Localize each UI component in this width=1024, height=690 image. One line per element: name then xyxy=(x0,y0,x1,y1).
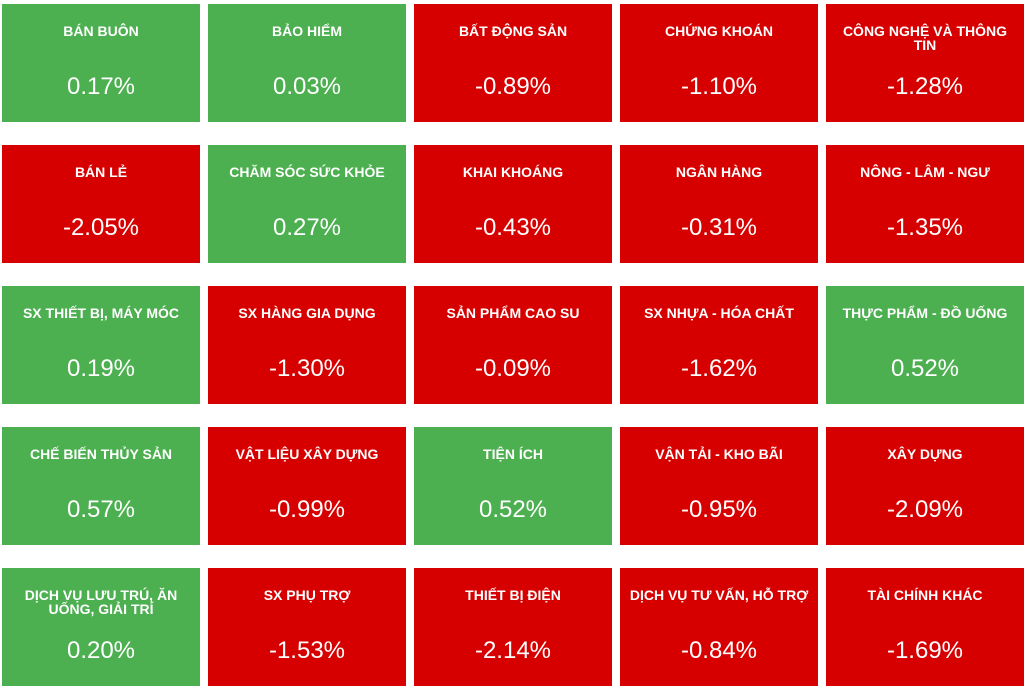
sector-label: BÁN BUÔN xyxy=(63,23,139,39)
sector-change: -1.62% xyxy=(680,355,758,382)
sector-tile[interactable]: BÁN LẺ -2.05% xyxy=(2,145,200,263)
sector-tile[interactable]: DỊCH VỤ LƯU TRÚ, ĂN UỐNG, GIẢI TRÍ 0.20% xyxy=(2,568,200,686)
sector-tile[interactable]: SX NHỰA - HÓA CHẤT -1.62% xyxy=(620,286,818,404)
sector-label: BẤT ĐỘNG SẢN xyxy=(458,23,568,39)
sector-label: NÔNG - LÂM - NGƯ xyxy=(860,164,990,180)
sector-change: 0.57% xyxy=(66,496,136,523)
sector-change: -0.99% xyxy=(268,496,346,523)
sector-label: NGÂN HÀNG xyxy=(675,164,763,180)
sector-tile[interactable]: KHAI KHOÁNG -0.43% xyxy=(414,145,612,263)
sector-label: CHẾ BIẾN THỦY SẢN xyxy=(29,446,173,462)
sector-tile[interactable]: TIỆN ÍCH 0.52% xyxy=(414,427,612,545)
sector-change: -2.09% xyxy=(886,496,964,523)
sector-label: CHỨNG KHOÁN xyxy=(664,23,774,39)
sector-label: THỰC PHẨM - ĐỒ UỐNG xyxy=(842,305,1008,321)
sector-label: DỊCH VỤ TƯ VẤN, HỖ TRỢ xyxy=(629,587,809,603)
sector-change: -0.84% xyxy=(680,637,758,664)
sector-tile[interactable]: CHẾ BIẾN THỦY SẢN 0.57% xyxy=(2,427,200,545)
sector-label: TIỆN ÍCH xyxy=(483,446,543,462)
sector-tile[interactable]: CHĂM SÓC SỨC KHỎE 0.27% xyxy=(208,145,406,263)
sector-change: 0.20% xyxy=(66,637,136,664)
sector-label: SẢN PHẨM CAO SU xyxy=(446,305,580,321)
sector-label: BẢO HIỂM xyxy=(272,23,342,39)
sector-tile[interactable]: SX HÀNG GIA DỤNG -1.30% xyxy=(208,286,406,404)
sector-label: THIẾT BỊ ĐIỆN xyxy=(465,587,561,603)
sector-change: 0.52% xyxy=(478,496,548,523)
sector-tile[interactable]: THIẾT BỊ ĐIỆN -2.14% xyxy=(414,568,612,686)
sector-change: -2.05% xyxy=(62,214,140,241)
sector-tile[interactable]: VẬT LIỆU XÂY DỰNG -0.99% xyxy=(208,427,406,545)
sector-change: -1.28% xyxy=(886,73,964,100)
sector-change: 0.52% xyxy=(890,355,960,382)
sector-tile[interactable]: CÔNG NGHỆ VÀ THÔNG TIN -1.28% xyxy=(826,4,1024,122)
sector-label: SX HÀNG GIA DỤNG xyxy=(238,305,376,321)
sector-change: 0.17% xyxy=(66,73,136,100)
sector-label: CÔNG NGHỆ VÀ THÔNG TIN xyxy=(842,23,1008,53)
sector-change: -1.30% xyxy=(268,355,346,382)
sector-label: VẬT LIỆU XÂY DỰNG xyxy=(235,446,379,462)
sector-tile[interactable]: NÔNG - LÂM - NGƯ -1.35% xyxy=(826,145,1024,263)
sector-tile[interactable]: SX PHỤ TRỢ -1.53% xyxy=(208,568,406,686)
sector-change: 0.27% xyxy=(272,214,342,241)
sector-change: -2.14% xyxy=(474,637,552,664)
sector-label: VẬN TẢI - KHO BÃI xyxy=(655,446,783,462)
sector-tile[interactable]: CHỨNG KHOÁN -1.10% xyxy=(620,4,818,122)
sector-change: -1.69% xyxy=(886,637,964,664)
sector-label: BÁN LẺ xyxy=(74,164,128,180)
sector-change: -0.31% xyxy=(680,214,758,241)
sector-tile[interactable]: TÀI CHÍNH KHÁC -1.69% xyxy=(826,568,1024,686)
sector-change: -1.10% xyxy=(680,73,758,100)
sector-label: CHĂM SÓC SỨC KHỎE xyxy=(229,164,385,180)
sector-label: XÂY DỰNG xyxy=(887,446,963,462)
sector-label: SX NHỰA - HÓA CHẤT xyxy=(644,305,794,321)
sector-change: -1.53% xyxy=(268,637,346,664)
sector-tile[interactable]: BẤT ĐỘNG SẢN -0.89% xyxy=(414,4,612,122)
sector-tile[interactable]: DỊCH VỤ TƯ VẤN, HỖ TRỢ -0.84% xyxy=(620,568,818,686)
sector-label: SX THIẾT BỊ, MÁY MÓC xyxy=(22,305,180,321)
sector-tile[interactable]: SẢN PHẨM CAO SU -0.09% xyxy=(414,286,612,404)
sector-tile[interactable]: SX THIẾT BỊ, MÁY MÓC 0.19% xyxy=(2,286,200,404)
sector-change: -0.09% xyxy=(474,355,552,382)
sector-label: SX PHỤ TRỢ xyxy=(263,587,351,603)
sector-label: TÀI CHÍNH KHÁC xyxy=(867,587,983,603)
sector-tile[interactable]: BÁN BUÔN 0.17% xyxy=(2,4,200,122)
sector-change: 0.03% xyxy=(272,73,342,100)
sector-tile[interactable]: NGÂN HÀNG -0.31% xyxy=(620,145,818,263)
sector-tile[interactable]: BẢO HIỂM 0.03% xyxy=(208,4,406,122)
sector-change: -0.95% xyxy=(680,496,758,523)
sector-tile[interactable]: VẬN TẢI - KHO BÃI -0.95% xyxy=(620,427,818,545)
sector-label: DỊCH VỤ LƯU TRÚ, ĂN UỐNG, GIẢI TRÍ xyxy=(24,587,178,617)
sector-tile[interactable]: XÂY DỰNG -2.09% xyxy=(826,427,1024,545)
sector-tile[interactable]: THỰC PHẨM - ĐỒ UỐNG 0.52% xyxy=(826,286,1024,404)
sector-change: -1.35% xyxy=(886,214,964,241)
sector-change: -0.89% xyxy=(474,73,552,100)
sector-change: 0.19% xyxy=(66,355,136,382)
sector-change: -0.43% xyxy=(474,214,552,241)
sector-label: KHAI KHOÁNG xyxy=(462,164,564,180)
